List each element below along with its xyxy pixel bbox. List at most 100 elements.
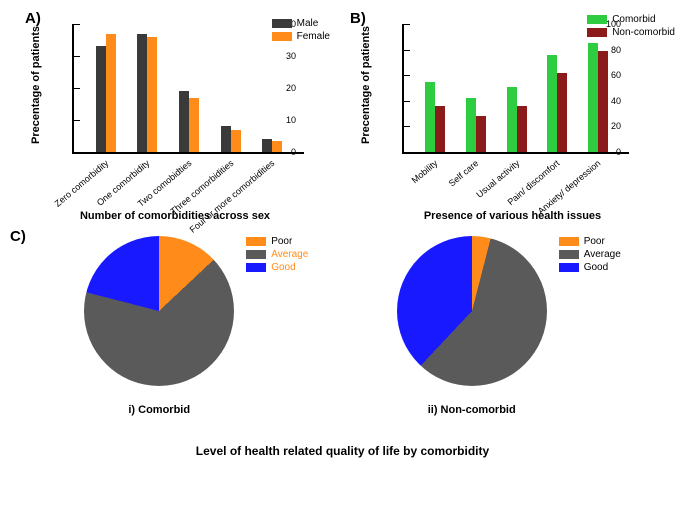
- y-tick: [404, 101, 410, 102]
- bar-group: [588, 43, 608, 152]
- bar-group: [425, 82, 445, 152]
- legend-item: Comorbid: [587, 14, 675, 25]
- panel-b-label: B): [350, 10, 366, 27]
- bar: [262, 139, 272, 152]
- bar-group: [262, 139, 282, 152]
- bar: [476, 116, 486, 152]
- y-tick: [404, 126, 410, 127]
- legend-label: Good: [584, 262, 608, 273]
- bar: [425, 82, 435, 152]
- bar-group: [507, 87, 527, 152]
- legend-swatch: [559, 250, 579, 259]
- bar: [517, 106, 527, 152]
- row-top: A) 010203040Zero comorbidityOne comorbid…: [10, 10, 675, 222]
- bar-group: [137, 34, 157, 152]
- y-tick: [404, 152, 410, 153]
- legend-item: Male: [272, 18, 330, 29]
- legend-label: Average: [584, 249, 621, 260]
- pie-column: i) Comorbid: [84, 236, 234, 416]
- bar-group: [96, 34, 116, 152]
- pie-legend: Poor Average Good: [246, 236, 308, 275]
- y-tick-label: 60: [611, 70, 621, 80]
- panel-a: A) 010203040Zero comorbidityOne comorbid…: [10, 10, 340, 222]
- bar: [179, 91, 189, 152]
- bar: [598, 51, 608, 152]
- bar-group: [547, 55, 567, 152]
- bar: [466, 98, 476, 152]
- y-tick: [74, 88, 80, 89]
- pie-chart: [84, 236, 234, 386]
- y-tick-label: 0: [616, 147, 621, 157]
- y-tick: [404, 50, 410, 51]
- legend-label: Good: [271, 262, 295, 273]
- y-tick: [404, 75, 410, 76]
- bar: [221, 126, 231, 152]
- panel-b: B) 020406080100MobilitySelf careUsual ac…: [350, 10, 675, 222]
- legend-label: Comorbid: [612, 14, 655, 25]
- legend-label: Poor: [271, 236, 292, 247]
- pies-row: i) ComorbidPoorAverageGoodii) Non-comorb…: [10, 228, 675, 416]
- bar-group: [221, 126, 241, 152]
- bar: [272, 141, 282, 152]
- chart-b-area: 020406080100MobilitySelf careUsual activ…: [402, 24, 629, 154]
- y-tick-label: 40: [611, 96, 621, 106]
- legend-item: Poor: [246, 236, 308, 247]
- panel-a-label: A): [25, 10, 41, 27]
- chart-b-legend: Comorbid Non-comorbid: [587, 14, 675, 40]
- x-tick-label: Four or more comorbidities: [188, 158, 277, 235]
- bar-group: [466, 98, 486, 152]
- legend-swatch: [272, 32, 292, 41]
- bar: [557, 73, 567, 152]
- legend-label: Female: [297, 31, 330, 42]
- x-tick-label: Mobility: [409, 158, 439, 185]
- pie-caption: i) Comorbid: [84, 404, 234, 416]
- bar: [231, 130, 241, 152]
- y-tick: [404, 24, 410, 25]
- legend-item: Average: [246, 249, 308, 260]
- bar: [137, 34, 147, 152]
- figure-root: A) 010203040Zero comorbidityOne comorbid…: [10, 10, 675, 458]
- legend-item: Good: [559, 262, 621, 273]
- panel-c-caption: Level of health related quality of life …: [10, 444, 675, 458]
- legend-item: Female: [272, 31, 330, 42]
- legend-label: Poor: [584, 236, 605, 247]
- bar: [96, 46, 106, 152]
- y-tick: [74, 56, 80, 57]
- legend-swatch: [587, 15, 607, 24]
- y-tick-label: 10: [286, 115, 296, 125]
- legend-item: Good: [246, 262, 308, 273]
- bar-group: [179, 91, 199, 152]
- legend-label: Average: [271, 249, 308, 260]
- legend-item: Non-comorbid: [587, 27, 675, 38]
- pie-chart: [397, 236, 547, 386]
- legend-label: Male: [297, 18, 319, 29]
- bar: [507, 87, 517, 152]
- bar: [106, 34, 116, 152]
- legend-item: Poor: [559, 236, 621, 247]
- y-tick-label: 80: [611, 45, 621, 55]
- legend-swatch: [246, 263, 266, 272]
- bar: [147, 37, 157, 152]
- y-tick-label: 20: [286, 83, 296, 93]
- x-tick-label: Self care: [446, 158, 480, 188]
- chart-a-legend: Male Female: [272, 18, 330, 44]
- chart-a-area: 010203040Zero comorbidityOne comorbidity…: [72, 24, 304, 154]
- bar: [547, 55, 557, 152]
- bar: [588, 43, 598, 152]
- panel-c-label: C): [10, 228, 26, 245]
- y-tick: [74, 24, 80, 25]
- chart-b-caption: Presence of various health issues: [350, 210, 675, 222]
- bar: [435, 106, 445, 152]
- pie-caption: ii) Non-comorbid: [397, 404, 547, 416]
- legend-swatch: [559, 263, 579, 272]
- pie-column: ii) Non-comorbid: [397, 236, 547, 416]
- pie-container: ii) Non-comorbid Poor Average Good: [397, 236, 621, 416]
- chart-a-ylabel: Precentage of patients: [30, 26, 42, 144]
- bar: [189, 98, 199, 152]
- panel-c: C) i) ComorbidPoorAverageGoodii) Non-com…: [10, 228, 675, 458]
- legend-item: Average: [559, 249, 621, 260]
- legend-swatch: [587, 28, 607, 37]
- y-tick-label: 30: [286, 51, 296, 61]
- pie-container: i) Comorbid Poor Average Good: [84, 236, 308, 416]
- legend-swatch: [272, 19, 292, 28]
